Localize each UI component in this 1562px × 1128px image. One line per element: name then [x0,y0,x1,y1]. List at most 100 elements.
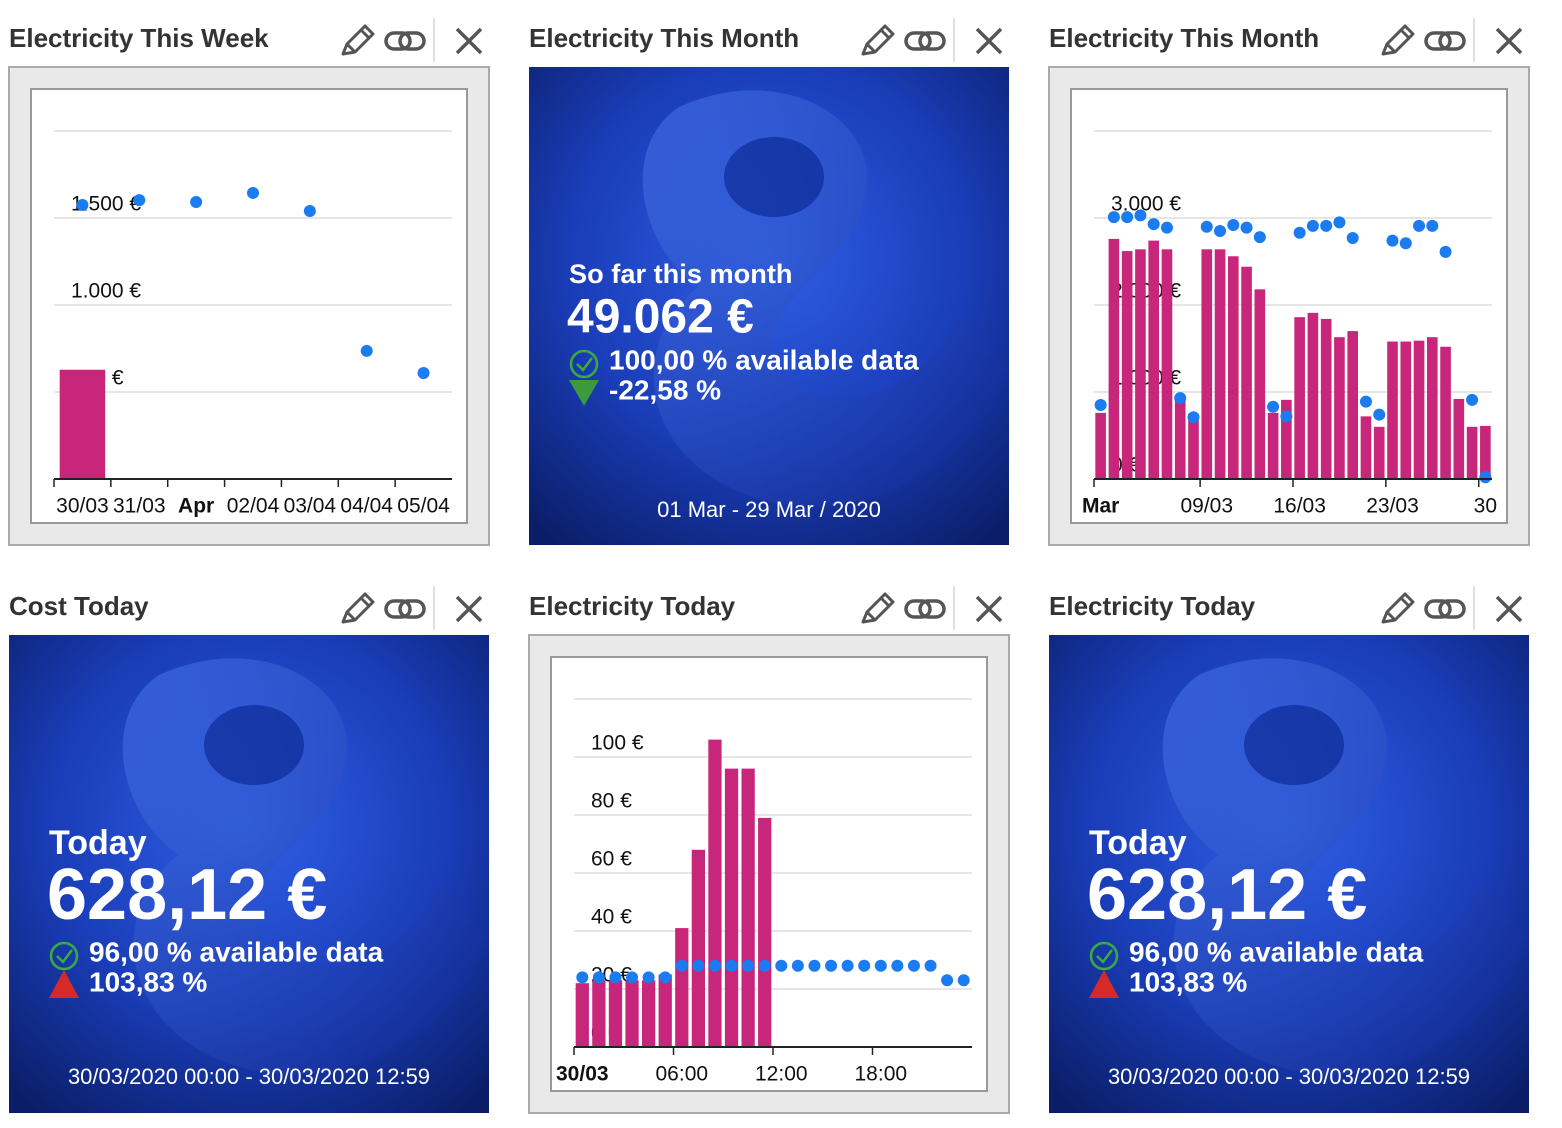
bar [1254,289,1266,479]
x-tick-label: 04/04 [340,495,393,518]
close-icon [455,27,483,55]
point [725,959,738,972]
point [1253,231,1266,244]
bar [1241,266,1252,479]
pencil-icon [1381,24,1415,56]
x-tick-label: 30 [1474,495,1497,518]
bar [1161,249,1173,479]
decor-hole [1244,705,1344,785]
point [1479,471,1492,484]
kpi-period: 01 Mar - 29 Mar / 2020 [657,497,881,522]
bar [1360,416,1372,479]
widget-title: Electricity This Month [1049,23,1319,53]
bar [1480,425,1491,479]
x-tick-label: 12:00 [755,1063,808,1086]
bar [1294,317,1305,479]
edit-button[interactable] [861,24,895,56]
link-icon [904,31,932,51]
point [957,974,970,987]
close-button[interactable] [455,595,483,623]
point [1107,211,1120,224]
x-tick-label: Mar [1082,495,1119,518]
link-button[interactable] [904,31,946,51]
x-tick-label: 05/04 [397,495,450,518]
pencil-icon [861,24,895,56]
check-icon [1096,949,1113,964]
point [758,959,771,972]
link-button[interactable] [1424,599,1466,619]
bar [691,849,706,1047]
point [1174,392,1187,405]
edit-button[interactable] [1381,24,1415,56]
point [1267,400,1280,413]
point [592,971,605,984]
point [924,959,937,972]
point [808,959,821,972]
point [1413,219,1426,232]
bar [675,928,689,1047]
x-tick-label: 06:00 [656,1063,709,1086]
bar [1121,251,1133,479]
point [1227,218,1240,231]
edit-button[interactable] [341,592,375,624]
trend-icon [49,970,79,998]
link-icon [1424,599,1452,619]
bar [741,768,755,1047]
point [417,367,430,380]
decor-hole [204,705,304,785]
close-button[interactable] [1495,27,1523,55]
point [907,959,920,972]
y-tick-label: 1.000 € [71,280,141,303]
widget-title: Electricity Today [529,591,736,621]
close-button[interactable] [1495,595,1523,623]
point [576,971,589,984]
close-button[interactable] [975,595,1003,623]
point [1280,410,1293,423]
bar [1281,399,1292,479]
bar [1174,399,1186,479]
link-icon [1424,31,1452,51]
check-icon [1089,941,1119,971]
kpi-value: 628,12 € [47,855,327,935]
bar [1188,413,1199,479]
link-button[interactable] [904,599,946,619]
bar [1135,249,1146,479]
point [1373,408,1386,421]
link-button[interactable] [1424,31,1466,51]
point [1359,395,1372,408]
x-tick-label: 09/03 [1180,495,1233,518]
point [1333,216,1346,229]
link-button[interactable] [384,599,426,619]
bar [59,369,106,479]
kpi-availability: 96,00 % available data [89,936,384,967]
edit-button[interactable] [861,592,895,624]
widget-title: Electricity Today [1049,591,1256,621]
point [791,959,804,972]
check-icon [569,349,599,379]
bar [658,974,672,1047]
point [247,186,259,199]
link-icon [384,599,412,619]
kpi-label: Today [49,824,147,862]
y-tick-label: 60 € [591,848,632,871]
link-button[interactable] [384,31,426,51]
edit-button[interactable] [1381,592,1415,624]
x-tick-label: 18:00 [855,1063,908,1086]
bar [1307,312,1319,479]
y-tick-label: 80 € [591,790,632,813]
point [775,959,788,972]
link-icon [904,599,932,619]
widget-actions [861,586,1003,630]
close-button[interactable] [455,27,483,55]
close-button[interactable] [975,27,1003,55]
bar [575,983,589,1047]
bar [1347,331,1359,479]
bar [1214,249,1226,479]
link-icon [1438,599,1466,619]
bar [1373,426,1385,479]
bar [1227,256,1239,479]
edit-button[interactable] [341,24,375,56]
point [708,959,721,972]
